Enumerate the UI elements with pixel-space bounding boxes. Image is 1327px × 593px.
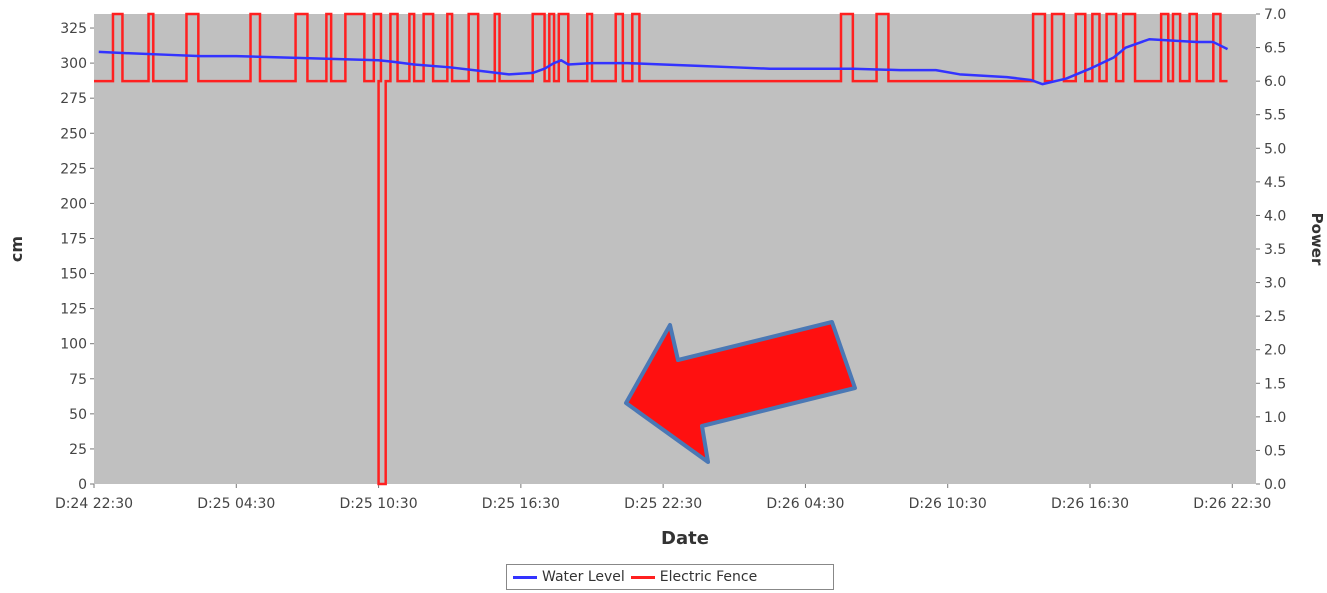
right-tick-label: 1.5 [1264,376,1286,392]
right-tick-label: 3.0 [1264,276,1286,292]
x-tick-label: D:26 10:30 [909,496,987,512]
left-tick-label: 200 [60,196,87,212]
left-tick-label: 175 [60,231,87,247]
left-tick-label: 0 [78,477,87,493]
x-tick-label: D:25 10:30 [340,496,418,512]
right-tick-label: 4.0 [1264,208,1286,224]
right-tick-label: 6.5 [1264,41,1286,57]
right-tick-label: 0.0 [1264,477,1286,493]
left-tick-label: 50 [69,407,87,423]
x-tick-label: D:24 22:30 [55,496,133,512]
series-water-level-line [98,38,1229,86]
legend-label-electric-fence: Electric Fence [659,569,758,585]
right-tick-label: 7.0 [1264,7,1286,23]
right-tick-label: 2.0 [1264,343,1286,359]
x-tick-label: D:25 22:30 [624,496,702,512]
right-tick-label: 0.5 [1264,443,1286,459]
right-tick-label: 5.0 [1264,141,1286,157]
series-layer [94,12,1229,486]
red-arrow-annotation [624,320,857,464]
left-tick-label: 75 [69,372,87,388]
x-tick-label: D:26 16:30 [1051,496,1129,512]
y-axis-right-title: Power [1308,213,1326,266]
right-tick-label: 1.0 [1264,410,1286,426]
x-tick-label: D:25 16:30 [482,496,560,512]
y-axis-left-title: cm [7,236,26,262]
right-tick-label: 5.5 [1264,108,1286,124]
left-tick-label: 25 [69,442,87,458]
left-axis-ticks: 0 25 50 75 100 125 150 175 200 225 250 275 300 325 [60,21,94,493]
x-tick-label: D:26 22:30 [1193,496,1271,512]
legend-label-water-level: Water Level [542,569,625,585]
left-tick-label: 325 [60,21,87,37]
x-tick-label: D:25 04:30 [197,496,275,512]
legend-item-water-level: Water Level [513,569,625,585]
legend-swatch-water-level [513,575,537,579]
left-tick-label: 300 [60,56,87,72]
legend-item-electric-fence: Electric Fence [630,569,758,585]
left-tick-label: 150 [60,267,87,283]
series-electric-fence-line [94,12,1228,486]
right-axis-ticks: 0.0 0.5 1.0 1.5 2.0 2.5 3.0 3.5 4.0 4.5 5.0 5.5 6.0 6… [1256,7,1286,493]
legend-swatch-electric-fence [630,575,655,579]
left-tick-label: 125 [60,302,87,318]
legend: Water Level Electric Fence [506,564,834,590]
left-tick-label: 225 [60,161,87,177]
x-axis-title: Date [661,528,709,549]
left-tick-label: 100 [60,337,87,353]
right-tick-label: 4.5 [1264,175,1286,191]
x-tick-label: D:26 04:30 [766,496,844,512]
left-tick-label: 250 [60,126,87,142]
right-tick-label: 3.5 [1264,242,1286,258]
right-tick-label: 2.5 [1264,309,1286,325]
left-tick-label: 275 [60,91,87,107]
x-axis-ticks: D:24 22:30 D:25 04:30 D:25 10:30 D:25 16:30… [55,484,1271,512]
right-tick-label: 6.0 [1264,74,1286,90]
